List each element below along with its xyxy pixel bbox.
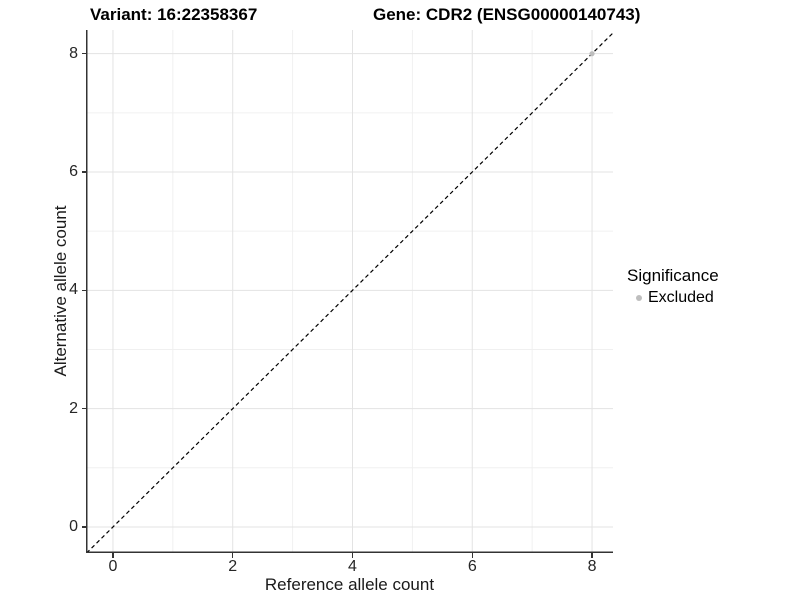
x-tick-mark bbox=[231, 553, 234, 558]
y-tick-mark bbox=[81, 52, 86, 55]
x-tick-label: 2 bbox=[228, 558, 238, 575]
y-tick-label: 6 bbox=[69, 162, 78, 180]
x-tick-mark bbox=[351, 553, 354, 558]
y-tick-mark bbox=[81, 171, 86, 173]
plot-panel bbox=[86, 30, 613, 553]
x-tick-label: 6 bbox=[467, 558, 477, 575]
y-tick-mark bbox=[81, 289, 86, 292]
y-tick-label: 4 bbox=[69, 281, 78, 299]
plot-title-variant: Variant: 16:22358367 bbox=[90, 5, 258, 24]
legend-entry: Excluded bbox=[627, 289, 719, 307]
x-tick-mark bbox=[112, 553, 114, 558]
x-tick-label: 4 bbox=[348, 558, 357, 575]
legend-key-dot bbox=[636, 295, 642, 301]
y-tick-label: 8 bbox=[69, 44, 78, 62]
legend-entries: Excluded bbox=[627, 289, 719, 307]
plot-title-gene: Gene: CDR2 (ENSG00000140743) bbox=[373, 5, 641, 24]
data-point bbox=[589, 51, 595, 57]
y-tick-mark bbox=[81, 407, 86, 410]
x-tick-mark bbox=[471, 553, 474, 558]
y-tick-label: 2 bbox=[69, 399, 78, 417]
legend-title: Significance bbox=[627, 266, 719, 285]
x-tick-label: 0 bbox=[108, 558, 118, 575]
identity-dashed-line bbox=[86, 32, 613, 553]
y-tick-mark bbox=[81, 526, 86, 528]
x-axis-label: Reference allele count bbox=[264, 575, 435, 594]
x-tick-mark bbox=[591, 553, 593, 558]
x-tick-label: 8 bbox=[587, 558, 597, 575]
y-axis-label: Alternative allele count bbox=[51, 205, 70, 377]
y-tick-label: 0 bbox=[69, 517, 78, 535]
legend-entry-label: Excluded bbox=[648, 289, 714, 306]
legend: Significance Excluded bbox=[627, 266, 719, 307]
